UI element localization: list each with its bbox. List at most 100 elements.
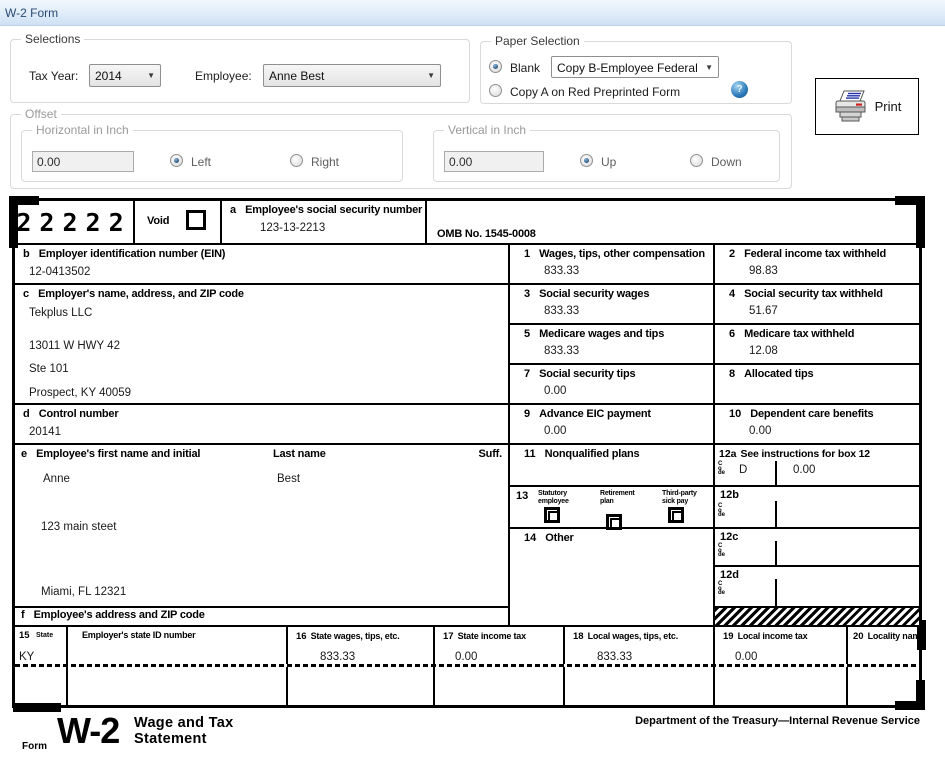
box-17-label: State income tax (457, 631, 527, 641)
box-16-value: 833.33 (320, 651, 356, 663)
box-12c: 12c Code (715, 529, 919, 567)
horizontal-offset-input[interactable]: 0.00 (32, 151, 134, 172)
registration-mark (916, 196, 925, 248)
down-radio[interactable] (690, 154, 703, 167)
print-button[interactable]: Print (815, 78, 919, 135)
box-c-letter: c (23, 288, 30, 300)
box-4-number: 4 (729, 288, 736, 300)
box-d-control: d Control number 20141 (15, 405, 510, 445)
third-party-sick-pay-label: Third-party sick pay (662, 490, 697, 505)
box-10: 10 Dependent care benefits 0.00 (715, 405, 919, 445)
horizontal-offset-value: 0.00 (37, 155, 61, 169)
box-18-number: 18 (573, 631, 584, 642)
box-4-value: 51.67 (749, 305, 778, 317)
box-15-id-label: Employer's state ID number (82, 630, 196, 640)
registration-mark (895, 196, 925, 205)
box-7-number: 7 (524, 368, 531, 380)
box-12d-divider (775, 579, 777, 608)
box-1-number: 1 (524, 248, 531, 260)
box-3-number: 3 (524, 288, 531, 300)
box-19-value: 0.00 (735, 651, 758, 663)
box-10-number: 10 (729, 408, 742, 420)
box-12c-code-word: Code (718, 543, 726, 559)
employee-first-name: Anne (43, 473, 70, 485)
tax-year-selected-value: 2014 (95, 69, 122, 83)
box-b-value: 12-0413502 (29, 266, 91, 278)
left-radio-label: Left (191, 155, 212, 169)
omb-strip: OMB No. 1545-0008 (427, 201, 919, 245)
box-b-ein: b Employer identification number (EIN) 12… (15, 245, 510, 285)
box-15-number: 15 (19, 630, 30, 641)
box-12b: 12b Code (715, 487, 919, 529)
registration-mark (9, 196, 18, 248)
paper-selection-group: Paper Selection Blank Copy B-Employee Fe… (480, 34, 792, 104)
box-12a-code: D (739, 464, 748, 476)
copy-a-radio[interactable] (489, 84, 502, 97)
retirement-plan-checkbox (606, 514, 622, 530)
registration-mark (916, 680, 925, 710)
box-10-value: 0.00 (749, 425, 772, 437)
retirement-plan-label: Retirement plan (600, 490, 635, 505)
statutory-employee-label: Statutory employee (538, 490, 569, 505)
box-20-number: 20 (853, 631, 864, 642)
box-b-letter: b (23, 248, 30, 260)
box-12a-divider (775, 461, 777, 485)
box-12d-code-word: Code (718, 581, 726, 597)
box-6: 6 Medicare tax withheld 12.08 (715, 325, 919, 365)
box-d-label: Control number (38, 408, 119, 420)
copy-a-radio-label: Copy A on Red Preprinted Form (510, 85, 681, 99)
tax-year-dropdown[interactable]: 2014 ▼ (89, 64, 161, 87)
box-11-label: Nonqualified plans (544, 448, 640, 460)
void-box: Void (135, 201, 222, 245)
box-8-number: 8 (729, 368, 736, 380)
box-6-label: Medicare tax withheld (744, 328, 855, 340)
box-12b-divider (775, 501, 777, 529)
form-footer: Form W-2 Wage and Tax Statement Departme… (12, 710, 922, 764)
box-a-value: 123-13-2213 (260, 222, 326, 234)
form-title: Wage and Tax Statement (134, 715, 234, 747)
box-15-state-label: State (36, 632, 54, 639)
statutory-employee-checkbox (544, 507, 560, 523)
box-20: 20 Locality name (848, 625, 925, 705)
up-radio[interactable] (580, 154, 593, 167)
window-titlebar: W-2 Form (0, 0, 945, 26)
right-radio[interactable] (290, 154, 303, 167)
print-button-label: Print (874, 99, 902, 114)
box-c-employer: c Employer's name, address, and ZIP code … (15, 285, 510, 405)
box-5-value: 833.33 (544, 345, 580, 357)
box-16-number: 16 (296, 631, 307, 642)
box-11-number: 11 (524, 448, 536, 460)
box-11: 11 Nonqualified plans (510, 445, 715, 487)
employee-dropdown[interactable]: Anne Best ▼ (263, 64, 441, 87)
box-12d-number: 12d (720, 569, 739, 581)
left-radio[interactable] (170, 154, 183, 167)
box-8: 8 Allocated tips (715, 365, 919, 405)
form-word: Form (22, 741, 47, 752)
state-row-dashed-divider (15, 664, 919, 667)
up-radio-label: Up (601, 155, 617, 169)
copy-type-dropdown[interactable]: Copy B-Employee Federal ▼ (551, 56, 719, 78)
copy-type-selected-value: Copy B-Employee Federal (557, 61, 698, 75)
box-12a-value: 0.00 (793, 464, 816, 476)
offset-group-label: Offset (21, 107, 61, 121)
chevron-down-icon: ▼ (147, 71, 155, 80)
box-9-number: 9 (524, 408, 531, 420)
box-e-employee: e Employee's first name and initial Last … (15, 445, 510, 608)
box-12a-number: 12a (719, 448, 737, 460)
chevron-down-icon: ▼ (705, 63, 713, 72)
employer-city: Prospect, KY 40059 (29, 387, 132, 399)
box-a-label: Employee's social security number (245, 204, 423, 216)
offset-group: Offset Horizontal in Inch 0.00 Left Righ… (10, 107, 792, 189)
treasury-department-label: Department of the Treasury—Internal Reve… (635, 715, 920, 727)
box-3-label: Social security wages (539, 288, 650, 300)
vertical-offset-group: Vertical in Inch 0.00 Up Down (433, 123, 780, 182)
box-12a-code-word: Code (718, 461, 726, 477)
registration-mark (895, 701, 925, 710)
box-9-label: Advance EIC payment (539, 408, 651, 420)
selections-group-label: Selections (21, 32, 85, 46)
box-d-value: 20141 (29, 426, 61, 438)
box-18-label: Local wages, tips, etc. (587, 631, 679, 641)
help-icon[interactable]: ? (731, 81, 748, 98)
blank-radio[interactable] (489, 60, 502, 73)
vertical-offset-input[interactable]: 0.00 (444, 151, 544, 172)
